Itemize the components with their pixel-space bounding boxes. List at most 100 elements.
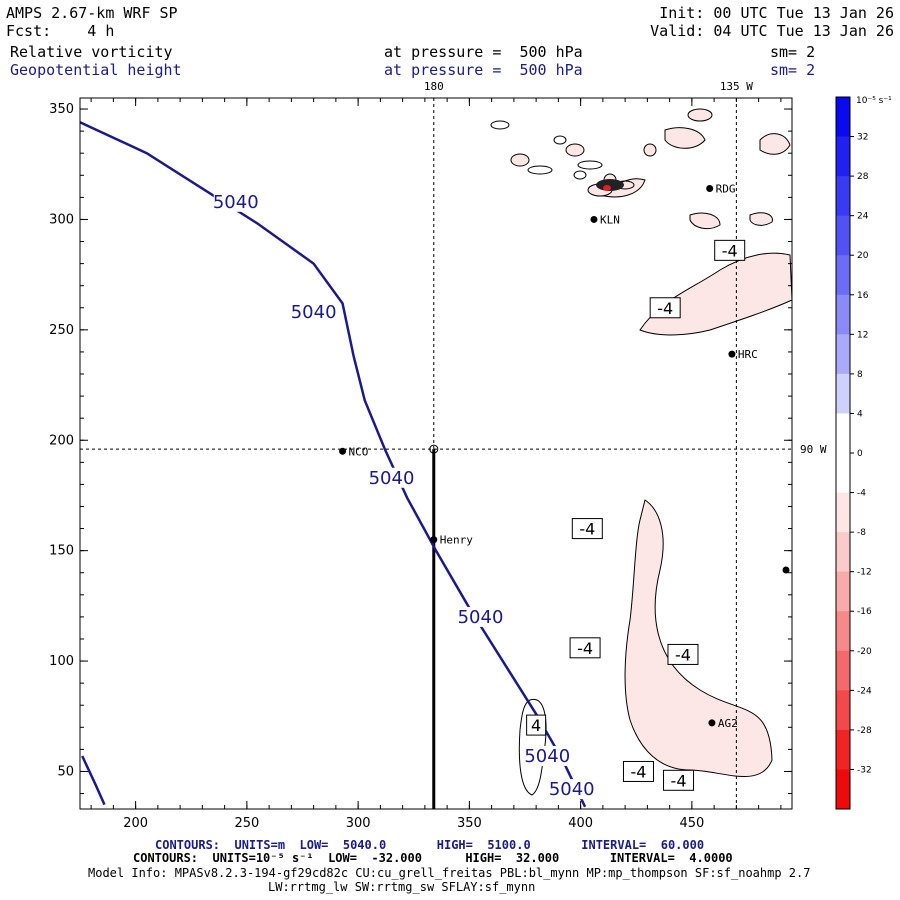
x-tick-label-3: 350 [457, 816, 482, 831]
colorbar-tick-label-0: 32 [857, 133, 868, 143]
y-tick-label-1: 100 [49, 654, 74, 669]
colorbar-tick-label-16: -32 [857, 765, 872, 775]
station-marker-ag2 [708, 719, 716, 727]
colorbar-tick-label-9: -4 [857, 489, 866, 499]
vorticity-label-5: 4 [531, 716, 541, 735]
colorbar-cell-9 [836, 453, 850, 494]
vorticity-label-2: -4 [579, 520, 595, 539]
height-label-4: 5040 [524, 746, 570, 767]
forecast-label: Fcst: 4 h [6, 22, 114, 40]
colorbar-cell-0 [836, 97, 850, 138]
vorticity-region-1 [639, 252, 793, 336]
colorbar-tick-label-6: 8 [857, 370, 863, 380]
colorbar-tick-label-4: 16 [857, 291, 869, 301]
vorticity-region-0 [624, 499, 773, 777]
y-tick-label-3: 200 [49, 433, 74, 448]
colorbar-tick-label-5: 12 [857, 330, 868, 340]
height-label-2: 5040 [369, 468, 415, 489]
station-marker-kln [590, 215, 598, 223]
model-title: AMPS 2.67-km WRF SP [6, 4, 178, 22]
y-tick-label-4: 250 [49, 323, 74, 338]
parallel-label: 90 W [800, 443, 827, 456]
height-label-3: 5040 [458, 607, 504, 628]
station-marker-nco [339, 447, 347, 455]
vorticity-blob-1 [565, 143, 585, 157]
colorbar-cell-3 [836, 215, 850, 256]
station-label-rdg: RDG [716, 183, 736, 196]
vorticity-label-box-3 [569, 637, 601, 659]
station-marker-hrc [728, 350, 736, 358]
footer-model-info: Model Info: MPASv8.2.3-194-gf29cd82c CU:… [88, 866, 811, 880]
height-label-bg-5 [549, 779, 594, 800]
colorbar-tick-label-8: 0 [857, 449, 863, 459]
colorbar-cell-2 [836, 176, 850, 217]
vorticity-label-box-0 [714, 239, 746, 261]
y-tick-label-5: 300 [49, 212, 74, 227]
fcst-label: Fcst: [6, 22, 52, 40]
colorbar-cell-1 [836, 136, 850, 177]
height-label-bg-1 [291, 302, 336, 323]
x-tick-label-5: 450 [679, 816, 704, 831]
section-origin [429, 444, 439, 454]
vorticity-region-4 [759, 133, 791, 155]
x-tick-label-2: 300 [346, 816, 371, 831]
station-label-ag2: AG2 [718, 717, 738, 730]
vorticity-label-box-6 [622, 760, 654, 782]
height-contour-5040-sw [81, 755, 106, 806]
vorticity-label-box-5 [526, 714, 547, 736]
field2-smoothing: sm= 2 [770, 61, 816, 79]
colorbar-cell-13 [836, 611, 850, 652]
height-contour-5040 [79, 121, 587, 808]
colorbar-cell-14 [836, 650, 850, 691]
vorticity-blob-6 [573, 170, 587, 180]
height-label-0: 5040 [213, 192, 259, 213]
field1-level: at pressure = 500 hPa [384, 43, 583, 61]
vorticity-label-box-1 [649, 297, 681, 319]
footer-contour-height: CONTOURS: UNITS=m LOW= 5040.0 HIGH= 5100… [155, 838, 705, 852]
field1-name: Relative vorticity [10, 43, 173, 61]
valid-time: Valid: 04 UTC Tue 13 Jan 26 [650, 22, 894, 40]
colorbar-tick-label-12: -16 [857, 607, 872, 617]
colorbar-tick-label-7: 4 [857, 409, 863, 419]
colorbar-cell-12 [836, 571, 850, 612]
field2-name: Geopotential height [10, 61, 182, 79]
vorticity-blob-2 [577, 160, 603, 170]
y-tick-label-0: 50 [57, 764, 74, 779]
height-label-bg-0 [213, 191, 258, 212]
y-tick-label-6: 350 [49, 102, 74, 117]
x-tick-label-1: 250 [234, 816, 259, 831]
vorticity-blob-9 [643, 143, 657, 157]
vorticity-label-0: -4 [722, 241, 738, 260]
height-label-bg-3 [458, 606, 503, 627]
station-label-kln: KLN [600, 213, 620, 226]
vorticity-max [603, 185, 611, 191]
vorticity-blob-10 [490, 120, 510, 130]
station-label-henry: Henry [440, 534, 473, 547]
station-marker-rdg [706, 185, 714, 193]
colorbar-tick-label-14: -24 [857, 686, 872, 696]
colorbar-cell-10 [836, 492, 850, 533]
height-label-bg-4 [525, 746, 570, 767]
field1-smoothing: sm= 2 [770, 43, 816, 61]
vorticity-label-3: -4 [577, 639, 593, 658]
colorbar-cell-5 [836, 294, 850, 335]
vorticity-label-7: -4 [671, 771, 687, 790]
colorbar-tick-label-1: 28 [857, 172, 869, 182]
colorbar-cell-7 [836, 373, 850, 414]
fcst-value: 4 h [87, 22, 115, 40]
colorbar-cell-6 [836, 334, 850, 375]
colorbar-tick-label-2: 24 [857, 212, 869, 222]
plot-frame [79, 97, 793, 810]
meridian-label-0: 180 [424, 80, 444, 93]
vorticity-label-4: -4 [675, 645, 691, 664]
colorbar-cell-17 [836, 769, 850, 810]
vorticity-label-box-2 [571, 518, 603, 540]
vorticity-label-1: -4 [657, 299, 673, 318]
colorbar-unit: 10⁻⁵ s⁻¹ [856, 96, 892, 106]
vorticity-region-6 [749, 212, 773, 226]
y-tick-label-2: 150 [49, 544, 74, 559]
height-label-5: 5040 [549, 779, 595, 800]
colorbar-cell-8 [836, 413, 850, 454]
colorbar-tick-label-15: -28 [857, 726, 872, 736]
